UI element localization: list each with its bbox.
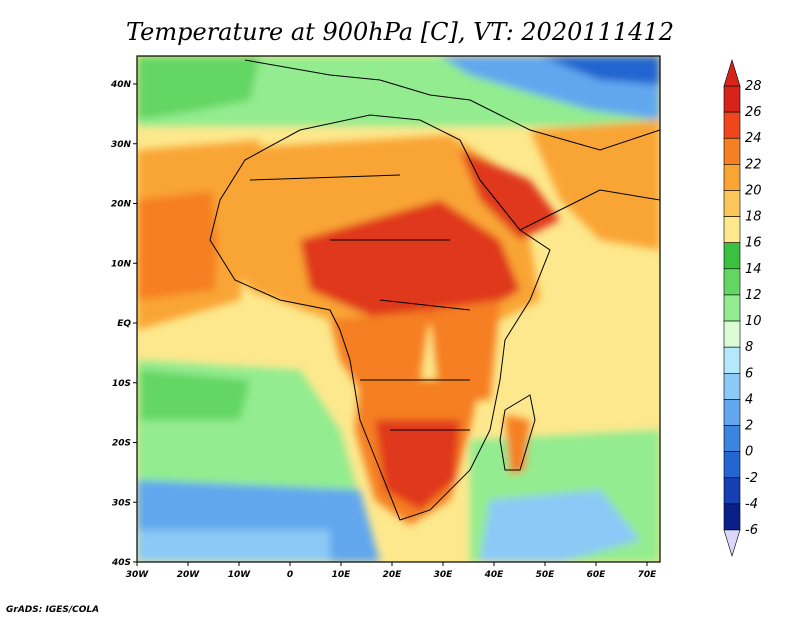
- colorbar-label: -6: [745, 523, 758, 538]
- lon-tick-label: 10W: [228, 570, 252, 580]
- latitude-axis: 40N 30N 20N 10N EQ 10S 20S 30S 40S: [110, 80, 137, 568]
- colorbar-label: 4: [745, 392, 753, 407]
- colorbar-label: 16: [745, 236, 762, 251]
- colorbar-segment: [723, 111, 741, 139]
- colorbar-segment: [723, 164, 741, 191]
- colorbar-label: 2: [745, 419, 753, 434]
- lon-tick-label: 30W: [126, 570, 150, 580]
- lat-tick-label: EQ: [117, 319, 131, 329]
- colorbar-segment: [723, 346, 741, 374]
- colorbar-label: 26: [745, 105, 762, 120]
- colorbar-label: 10: [745, 314, 762, 329]
- lon-tick-label: 10E: [332, 570, 352, 580]
- colorbar-segment: [723, 477, 741, 505]
- plot-frame: [136, 55, 661, 563]
- lat-tick-label: 30N: [111, 140, 132, 150]
- colorbar-segment: [723, 425, 741, 452]
- colorbar-over-arrow: [723, 58, 741, 87]
- lon-tick-label: 0: [287, 570, 293, 580]
- lon-tick-label: 70E: [638, 570, 658, 580]
- lon-tick-label: 50E: [536, 570, 556, 580]
- colorbar-segment: [723, 216, 741, 244]
- lat-tick-label: 30S: [112, 498, 131, 508]
- colorbar-segment: [723, 372, 741, 400]
- colorbar-label: 18: [745, 210, 762, 225]
- lat-tick-label: 40N: [110, 80, 132, 90]
- colorbar-label: -2: [745, 471, 758, 486]
- colorbar-segment: [723, 294, 741, 322]
- colorbar-segment: [723, 268, 741, 296]
- lon-tick-label: 60E: [587, 570, 607, 580]
- colorbar-label: 0: [745, 445, 753, 460]
- colorbar-label: 20: [745, 183, 762, 198]
- lat-tick-label: 40S: [111, 558, 131, 568]
- map-title: Temperature at 900hPa [C], VT: 202011141…: [126, 18, 674, 46]
- colorbar-segment: [723, 85, 741, 113]
- colorbar-segment: [723, 451, 741, 479]
- colorbar-label: 8: [745, 340, 753, 355]
- longitude-axis: 30W 20W 10W 0 10E 20E 30E 40E 50E 60E 70E: [126, 562, 657, 580]
- lon-tick-label: 20E: [383, 570, 403, 580]
- colorbar-segment: [723, 242, 741, 270]
- lat-tick-label: 10N: [111, 259, 132, 269]
- colorbar-label: 24: [745, 131, 762, 146]
- colorbar-label: 12: [745, 288, 762, 303]
- colorbar-label: 28: [745, 79, 762, 94]
- colorbar-under-arrow: [723, 529, 741, 558]
- lon-tick-label: 40E: [484, 570, 505, 580]
- colorbar-segment: [723, 503, 741, 531]
- colorbar-label: 22: [745, 157, 762, 172]
- lat-tick-label: 10S: [112, 379, 131, 389]
- lat-tick-label: 20S: [112, 439, 131, 449]
- lat-tick-label: 20N: [111, 200, 132, 210]
- colorbar-label: 14: [745, 262, 762, 277]
- lon-tick-label: 20W: [177, 570, 201, 580]
- colorbar-segment: [723, 320, 741, 348]
- lon-tick-label: 30E: [434, 570, 454, 580]
- colorbar-segment: [723, 137, 741, 165]
- coastlines: [209, 59, 660, 521]
- colorbar-label: -4: [745, 497, 758, 512]
- colorbar-segment: [723, 190, 741, 217]
- colorbar-label: 6: [745, 366, 753, 381]
- temperature-field: [137, 56, 660, 562]
- grads-credit: GrADS: IGES/COLA: [6, 605, 99, 615]
- colorbar-segment: [723, 399, 741, 426]
